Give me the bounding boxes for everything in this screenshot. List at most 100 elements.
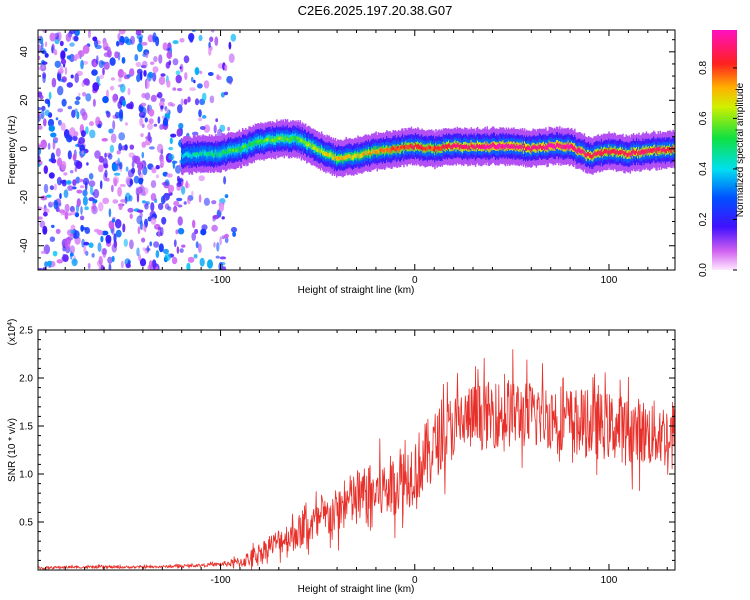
signal-band — [660, 149, 663, 154]
noise-speck — [96, 55, 99, 65]
colorbar-ticks: 0.0 0.2 0.4 0.6 0.8 — [698, 61, 737, 277]
colorbar: 0.0 0.2 0.4 0.6 0.8 Normalized spectral ampl… — [698, 30, 746, 277]
noise-speck — [148, 71, 154, 79]
snr-panel: 0.5 1.0 1.5 2.0 2.5 -100 0 100 Height of strai… — [7, 319, 676, 595]
noise-speck — [82, 177, 90, 186]
signal-band — [219, 153, 221, 158]
signal-band — [651, 148, 653, 153]
noise-speck — [136, 215, 143, 225]
noise-speck — [59, 40, 64, 47]
signal-band — [340, 155, 342, 160]
signal-band — [439, 146, 441, 152]
noise-speck — [125, 122, 128, 126]
noise-speck — [211, 224, 218, 232]
noise-speck — [66, 55, 71, 60]
noise-speck — [136, 74, 141, 83]
signal-band — [447, 145, 449, 150]
x-tick-label: 100 — [601, 275, 618, 286]
signal-band — [541, 145, 543, 151]
noise-speck — [64, 241, 71, 250]
signal-band — [637, 151, 639, 156]
noise-speck — [110, 133, 117, 143]
noise-speck — [181, 244, 186, 248]
colorbar-tick-label: 0.2 — [698, 212, 709, 226]
signal-band — [521, 143, 524, 148]
noise-speck — [93, 61, 97, 68]
signal-band — [181, 152, 183, 157]
signal-band — [486, 143, 488, 148]
noise-speck — [203, 124, 211, 133]
noise-speck — [165, 108, 170, 114]
noise-speck — [112, 93, 118, 104]
noise-speck — [47, 142, 51, 150]
noise-speck — [139, 258, 147, 267]
noise-speck — [71, 210, 76, 216]
noise-speck — [43, 211, 48, 217]
noise-speck — [117, 68, 125, 78]
snr-y-axis-label: SNR (10 * v/v) — [7, 418, 18, 482]
noise-speck — [220, 92, 225, 98]
signal-band — [488, 144, 491, 150]
noise-speck — [82, 189, 88, 197]
noise-speck — [122, 99, 126, 107]
noise-speck — [101, 61, 106, 65]
signal-band — [583, 150, 586, 156]
noise-speck — [221, 216, 225, 220]
noise-speck — [139, 71, 143, 81]
noise-speck — [101, 138, 108, 142]
noise-speck — [63, 189, 69, 199]
noise-speck — [57, 85, 64, 96]
noise-speck — [88, 197, 95, 202]
noise-speck — [68, 135, 72, 141]
signal-band — [515, 145, 517, 150]
noise-speck — [163, 248, 169, 254]
noise-speck — [85, 126, 89, 135]
noise-speck — [98, 201, 104, 212]
noise-speck — [119, 161, 123, 170]
signal-band — [449, 143, 451, 148]
signal-band — [231, 148, 233, 153]
signal-band — [366, 151, 369, 156]
noise-speck — [208, 41, 211, 48]
colorbar-label: Normalized spectral amplitude — [735, 82, 746, 217]
noise-speck — [177, 216, 183, 226]
signal-band — [246, 145, 248, 151]
noise-speck — [85, 93, 92, 102]
noise-speck — [164, 253, 171, 262]
signal-band — [288, 137, 291, 143]
signal-band — [358, 153, 360, 158]
noise-speck — [180, 186, 186, 195]
signal-band — [545, 144, 547, 149]
noise-speck — [43, 118, 47, 127]
noise-speck — [161, 182, 168, 186]
noise-speck — [49, 185, 55, 191]
noise-speck — [123, 36, 130, 44]
noise-speck — [191, 76, 194, 83]
noise-speck — [44, 261, 48, 268]
noise-speck — [141, 60, 148, 69]
noise-speck — [153, 241, 160, 248]
signal-band — [537, 144, 540, 150]
noise-speck — [105, 234, 112, 244]
noise-speck — [114, 218, 122, 229]
noise-speck — [168, 146, 174, 151]
noise-speck — [166, 173, 173, 178]
noise-speck — [129, 178, 133, 186]
noise-speck — [134, 54, 139, 62]
noise-speck — [118, 143, 122, 152]
noise-speck — [177, 227, 185, 235]
signal-band — [534, 144, 537, 150]
signal-band — [516, 143, 518, 149]
noise-speck — [52, 250, 58, 257]
noise-speck — [48, 91, 52, 100]
noise-speck — [82, 196, 88, 206]
signal-band — [408, 145, 410, 150]
noise-speck — [111, 218, 116, 223]
noise-speck — [141, 151, 145, 159]
signal-band — [222, 150, 225, 155]
noise-speck — [108, 263, 112, 270]
noise-speck — [38, 267, 43, 270]
noise-speck — [96, 76, 100, 84]
noise-speck — [138, 177, 144, 185]
noise-speck — [69, 245, 75, 254]
